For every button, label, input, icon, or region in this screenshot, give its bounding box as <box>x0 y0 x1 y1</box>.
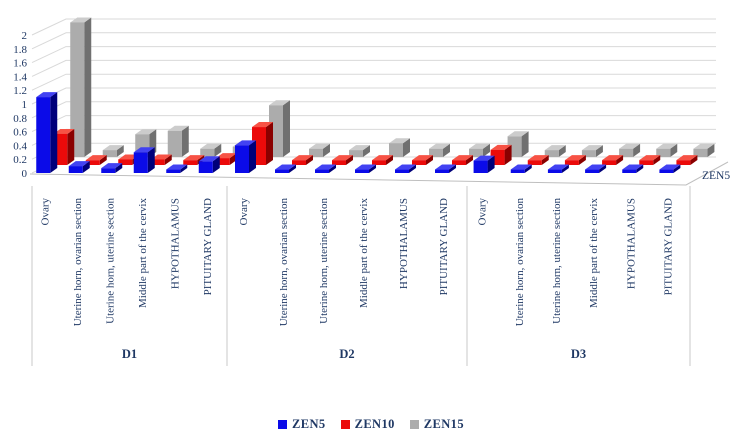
y-tick-label: 1 <box>22 99 28 111</box>
bar-D3-cat3-ZEN5 <box>585 164 607 173</box>
category-label: HYPOTHALAMUS <box>398 198 410 289</box>
bar-D2-cat4-ZEN5 <box>395 164 416 173</box>
y-axis-tick-labels: 0 0.2 0.40.6 0.8 1 1.2 1.41.6 1.8 2 <box>13 30 27 180</box>
bar-D3-cat4-ZEN10 <box>639 155 661 165</box>
bar-D3-cat0-ZEN5 <box>473 155 495 173</box>
bar-D3-cat2-ZEN10 <box>564 155 586 165</box>
bar-D1-cat5-ZEN5 <box>198 156 220 173</box>
category-label: Uterine horn, ovarian section <box>72 198 84 327</box>
y-tick-label: 1.2 <box>13 85 27 97</box>
bar-D1-cat3-ZEN10 <box>150 154 172 165</box>
category-label: HYPOTHALAMUS <box>625 198 637 289</box>
bar-D3-cat1-ZEN5 <box>510 164 532 173</box>
bar-D3-cat3-ZEN15 <box>619 143 641 157</box>
bar-D2-cat3-ZEN15 <box>389 138 410 157</box>
bar-D2-cat3-ZEN10 <box>372 155 393 165</box>
category-label: Uterine horn, uterine section <box>104 198 116 324</box>
category-label: Middle part of the cervix <box>137 198 149 308</box>
group-separators <box>31 186 691 366</box>
bar-D1-cat1-ZEN15 <box>102 145 124 157</box>
category-label: PITUITARY GLAND <box>438 198 450 295</box>
bar-D3-cat4-ZEN5 <box>622 164 644 173</box>
y-tick-label: 0.4 <box>13 140 27 152</box>
bar-D1-cat2-ZEN5 <box>101 163 123 173</box>
category-label: HYPOTHALAMUS <box>169 198 181 289</box>
bar-D1-cat0-ZEN5 <box>36 92 58 173</box>
bars <box>36 17 715 173</box>
chart-legend: ZEN5 ZEN10 ZEN15 <box>0 417 742 432</box>
category-label: Middle part of the cervix <box>358 198 370 308</box>
group-label: D3 <box>571 347 586 361</box>
category-label: Middle part of the cervix <box>588 198 600 308</box>
y-tick-label: 0.2 <box>13 154 27 166</box>
category-label: Uterine horn, uterine section <box>318 198 330 324</box>
bar-D2-cat0-ZEN10 <box>252 122 273 165</box>
bar-D3-cat1-ZEN15 <box>544 145 566 157</box>
bar-D1-cat3-ZEN15 <box>167 125 189 157</box>
bar-D2-cat5-ZEN10 <box>452 155 473 165</box>
category-label: Uterine horn, ovarian section <box>278 198 290 327</box>
bar-D1-cat4-ZEN5 <box>166 164 188 173</box>
bar-D3-cat5-ZEN15 <box>693 143 715 157</box>
y-tick-label: 0.6 <box>13 127 27 139</box>
bar-D2-cat5-ZEN15 <box>469 143 490 157</box>
category-label: Uterine horn, uterine section <box>551 198 563 324</box>
bar-D3-cat2-ZEN5 <box>547 164 569 173</box>
bar-D2-cat0-ZEN5 <box>235 140 256 173</box>
floor-edge <box>29 161 729 186</box>
legend-swatch-zen10 <box>340 420 350 429</box>
category-label: PITUITARY GLAND <box>662 198 674 295</box>
group-labels: D1 D2 D3 <box>122 347 586 361</box>
bar-D3-cat1-ZEN10 <box>527 155 549 165</box>
bar-D1-cat1-ZEN10 <box>85 155 107 165</box>
legend-swatch-zen15 <box>409 420 419 429</box>
bar-D3-cat5-ZEN5 <box>659 164 681 173</box>
category-label: PITUITARY GLAND <box>202 198 214 295</box>
bar-D2-cat4-ZEN15 <box>429 143 450 157</box>
bar-D3-cat2-ZEN15 <box>581 145 603 157</box>
y-tick-label: 1.8 <box>13 44 27 56</box>
group-label: D1 <box>122 347 137 361</box>
bar-D2-cat3-ZEN5 <box>355 164 376 173</box>
depth-axis-label: ZEN5 <box>702 170 730 182</box>
bar-D1-cat3-ZEN5 <box>133 147 155 173</box>
bar-D1-cat0-ZEN15 <box>70 17 92 158</box>
bar-D2-cat4-ZEN10 <box>412 155 433 165</box>
bar-D2-cat1-ZEN15 <box>309 143 330 157</box>
legend-item-zen10: ZEN10 <box>340 417 395 432</box>
category-label: Ovary <box>477 198 489 226</box>
legend-swatch-zen5 <box>278 420 288 429</box>
group-label: D2 <box>339 347 354 361</box>
bar-D1-cat1-ZEN5 <box>68 161 90 173</box>
y-tick-label: 1.6 <box>13 58 27 70</box>
bar-D2-cat2-ZEN15 <box>349 145 370 157</box>
bar-D1-cat4-ZEN15 <box>200 143 222 157</box>
legend-label-zen10: ZEN10 <box>354 417 395 431</box>
y-tick-label: 1.4 <box>13 71 27 83</box>
y-tick-label: 2 <box>22 30 28 42</box>
legend-item-zen5: ZEN5 <box>278 417 326 432</box>
legend-label-zen15: ZEN15 <box>423 417 464 431</box>
bar-D2-cat1-ZEN10 <box>292 155 313 165</box>
category-labels: Ovary Uterine horn, ovarian section Uterin… <box>39 198 674 327</box>
bar-D3-cat5-ZEN10 <box>676 155 698 165</box>
legend-item-zen15: ZEN15 <box>409 417 464 432</box>
category-label: Ovary <box>238 198 250 226</box>
legend-label-zen5: ZEN5 <box>292 417 326 431</box>
y-tick-label: 0.8 <box>13 113 27 125</box>
y-tick-label: 0 <box>22 168 28 180</box>
chart-canvas: 0 0.2 0.40.6 0.8 1 1.2 1.41.6 1.8 2 Ovary Uterine … <box>13 17 730 366</box>
bar-D2-cat2-ZEN5 <box>315 164 336 173</box>
bar-D3-cat4-ZEN15 <box>656 143 678 157</box>
bar-D2-cat5-ZEN5 <box>435 164 456 173</box>
category-label: Ovary <box>39 198 51 226</box>
bar-D2-cat1-ZEN5 <box>275 164 296 173</box>
gridlines <box>31 18 716 174</box>
bar-D2-cat2-ZEN10 <box>332 155 353 165</box>
bar-D3-cat3-ZEN10 <box>602 155 624 165</box>
category-label: Uterine horn, ovarian section <box>514 198 526 327</box>
